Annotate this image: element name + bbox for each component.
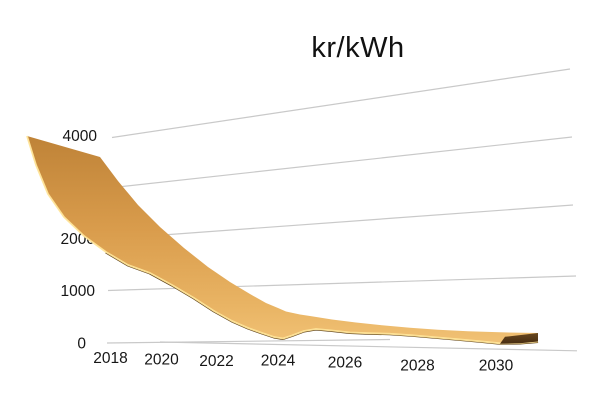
x-tick-label: 2028 (400, 358, 434, 375)
ribbon-edge-highlight (26, 135, 539, 345)
gridline-0 (106, 338, 391, 344)
x-tick-label: 2024 (261, 353, 296, 370)
x-tick-label: 2018 (93, 350, 127, 367)
y-tick-label: 1000 (61, 283, 96, 300)
x-tick-label: 2022 (199, 353, 233, 370)
x-axis: 2018 2020 2022 2024 2026 2028 2030 (93, 350, 513, 375)
baseline-front-edge (159, 341, 578, 352)
ribbon-surface (27, 136, 538, 344)
x-tick-label: 2020 (144, 352, 179, 369)
ribbon-end-cap (500, 333, 538, 344)
x-tick-label: 2030 (479, 358, 514, 375)
gridline-3000 (108, 136, 573, 189)
gridline-4000 (111, 68, 571, 139)
chart-title: kr/kWh (311, 32, 404, 64)
y-tick-label: 4000 (63, 128, 98, 145)
y-tick-label: 0 (77, 336, 86, 353)
x-tick-label: 2026 (328, 355, 362, 372)
gridlines (106, 68, 578, 352)
gridline-2000 (107, 204, 574, 240)
